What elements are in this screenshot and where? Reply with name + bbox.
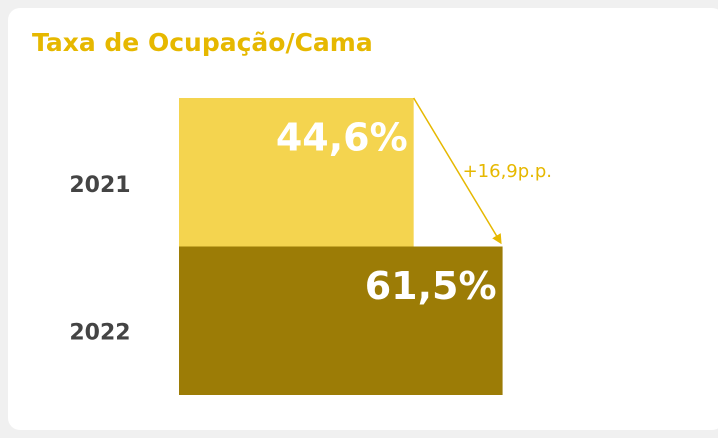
arrow: [413, 97, 502, 245]
bar: [179, 98, 414, 247]
chart-title: Taxa de Ocupação/Cama: [32, 28, 373, 57]
category-label: 2022: [69, 321, 130, 346]
annotation: +16,9p.p.: [463, 161, 552, 182]
value-label: 61,5%: [365, 264, 497, 308]
value-label: 44,6%: [276, 116, 408, 160]
bar: [179, 246, 503, 395]
category-label: 2021: [69, 173, 130, 198]
